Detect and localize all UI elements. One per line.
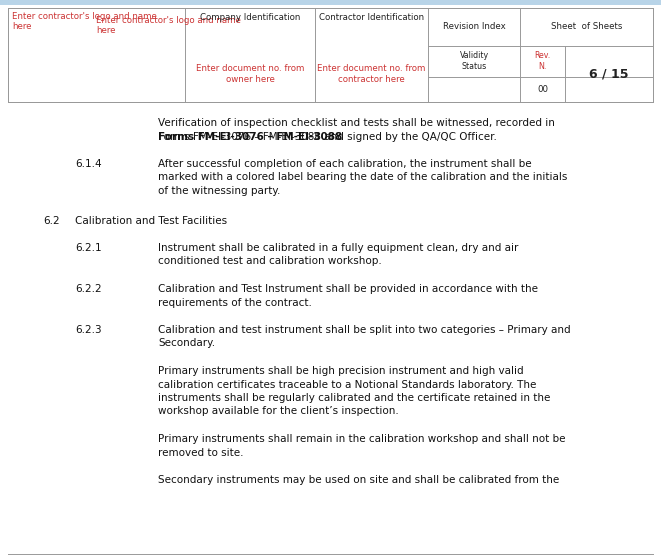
Text: Sheet  of Sheets: Sheet of Sheets <box>551 22 622 31</box>
Text: Forms FM-EI-3076 – FM-EI-3088: Forms FM-EI-3076 – FM-EI-3088 <box>158 132 342 142</box>
Text: removed to site.: removed to site. <box>158 448 243 458</box>
Text: 6.2.3: 6.2.3 <box>75 325 102 335</box>
Bar <box>0 0 661 5</box>
Text: instruments shall be regularly calibrated and the certificate retained in the: instruments shall be regularly calibrate… <box>158 393 551 403</box>
Text: workshop available for the client’s inspection.: workshop available for the client’s insp… <box>158 406 399 416</box>
Text: calibration certificates traceable to a Notional Standards laboratory. The: calibration certificates traceable to a … <box>158 379 536 389</box>
Text: Verification of inspection checklist and tests shall be witnessed, recorded in: Verification of inspection checklist and… <box>158 118 555 128</box>
Text: 6.2.2: 6.2.2 <box>75 284 102 294</box>
Bar <box>8 8 653 102</box>
Text: Enter contractor's logo and name
here: Enter contractor's logo and name here <box>97 16 241 35</box>
Text: Calibration and test instrument shall be split into two categories – Primary and: Calibration and test instrument shall be… <box>158 325 570 335</box>
Text: Contractor Identification: Contractor Identification <box>319 13 424 22</box>
Text: 6.2: 6.2 <box>43 215 59 225</box>
Text: Revision Index: Revision Index <box>443 22 506 31</box>
Text: 00: 00 <box>537 85 548 94</box>
Text: Calibration and Test Instrument shall be provided in accordance with the: Calibration and Test Instrument shall be… <box>158 284 538 294</box>
Text: of the witnessing party.: of the witnessing party. <box>158 186 280 196</box>
Text: conditioned test and calibration workshop.: conditioned test and calibration worksho… <box>158 257 382 267</box>
Text: 6.1.4: 6.1.4 <box>75 159 102 169</box>
Text: After successful completion of each calibration, the instrument shall be: After successful completion of each cali… <box>158 159 531 169</box>
Text: marked with a colored label bearing the date of the calibration and the initials: marked with a colored label bearing the … <box>158 172 567 182</box>
Text: Secondary instruments may be used on site and shall be calibrated from the: Secondary instruments may be used on sit… <box>158 475 559 485</box>
Text: Validity
Status: Validity Status <box>459 51 488 71</box>
Text: Enter document no. from
owner here: Enter document no. from owner here <box>196 64 304 84</box>
Text: Primary instruments shall be high precision instrument and high valid: Primary instruments shall be high precis… <box>158 366 524 376</box>
Text: Enter contractor's logo and name
here: Enter contractor's logo and name here <box>12 12 157 31</box>
Text: Forms FM-EI-3076 – FM-EI-3088 and signed by the QA/QC Officer.: Forms FM-EI-3076 – FM-EI-3088 and signed… <box>158 132 497 142</box>
Text: Calibration and Test Facilities: Calibration and Test Facilities <box>75 215 227 225</box>
Text: Instrument shall be calibrated in a fully equipment clean, dry and air: Instrument shall be calibrated in a full… <box>158 243 518 253</box>
Text: 6.2.1: 6.2.1 <box>75 243 102 253</box>
Text: Rev.
N.: Rev. N. <box>534 51 551 71</box>
Text: Company Identification: Company Identification <box>200 13 300 22</box>
Text: 6 / 15: 6 / 15 <box>589 68 629 80</box>
Text: Primary instruments shall remain in the calibration workshop and shall not be: Primary instruments shall remain in the … <box>158 434 566 444</box>
Text: Enter document no. from
contractor here: Enter document no. from contractor here <box>317 64 426 84</box>
Text: requirements of the contract.: requirements of the contract. <box>158 297 312 307</box>
Text: Secondary.: Secondary. <box>158 339 215 349</box>
